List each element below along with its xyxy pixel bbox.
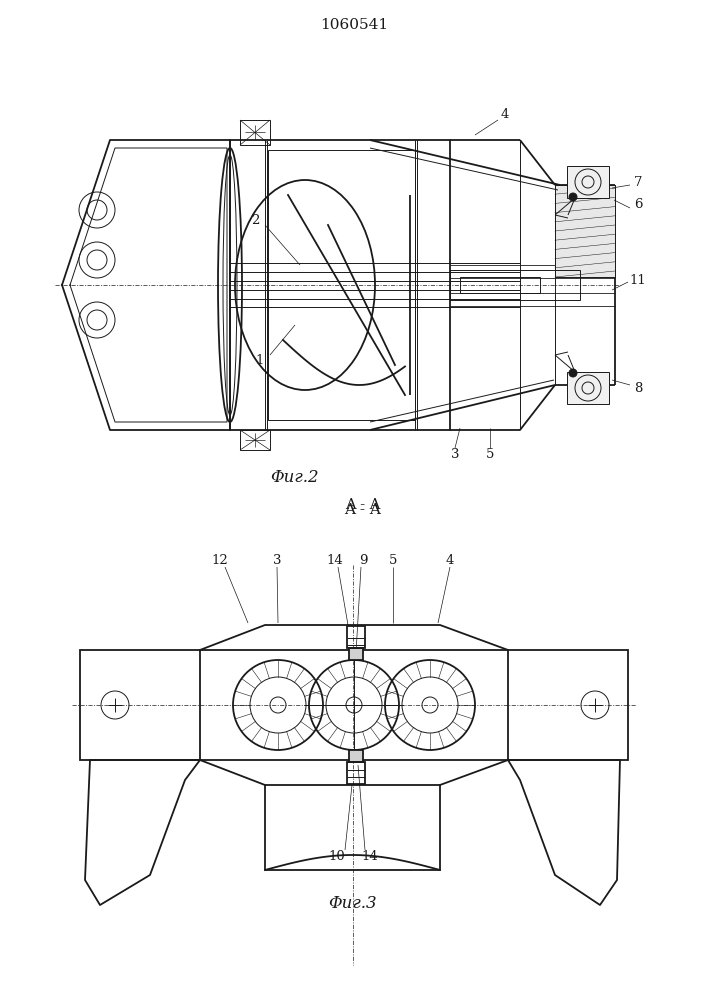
Text: 3: 3 — [273, 554, 281, 566]
Text: 12: 12 — [211, 554, 228, 566]
Text: 14: 14 — [361, 850, 378, 863]
Text: 6: 6 — [633, 198, 642, 212]
Bar — [347, 762, 365, 784]
Text: 2: 2 — [251, 214, 259, 227]
Text: 4: 4 — [446, 554, 454, 566]
Text: 5: 5 — [486, 448, 494, 462]
Text: 5: 5 — [389, 554, 397, 566]
Bar — [349, 648, 363, 660]
Bar — [567, 372, 609, 404]
Text: 3: 3 — [451, 448, 460, 462]
Text: 11: 11 — [630, 273, 646, 286]
Text: Φиг.3: Φиг.3 — [329, 894, 378, 912]
Text: 1060541: 1060541 — [320, 18, 388, 32]
Text: A - A: A - A — [345, 498, 380, 512]
Polygon shape — [555, 185, 615, 277]
Bar — [268, 150, 415, 420]
Bar — [567, 166, 609, 198]
Circle shape — [569, 369, 577, 377]
Bar — [347, 626, 365, 648]
Text: 10: 10 — [329, 850, 346, 863]
Text: A - A: A - A — [344, 503, 382, 517]
Text: 8: 8 — [633, 381, 642, 394]
Text: 4: 4 — [501, 108, 509, 121]
Text: Φиг.2: Φиг.2 — [271, 468, 320, 486]
Bar — [460, 277, 540, 293]
Bar — [240, 120, 270, 145]
Bar — [230, 140, 450, 430]
Text: 7: 7 — [633, 176, 642, 188]
Text: 9: 9 — [358, 554, 367, 566]
Text: 14: 14 — [327, 554, 344, 566]
Bar — [80, 650, 628, 760]
Bar — [349, 750, 363, 762]
Bar — [240, 430, 270, 450]
Circle shape — [569, 193, 577, 201]
Text: 1: 1 — [256, 354, 264, 366]
Bar — [450, 270, 580, 300]
